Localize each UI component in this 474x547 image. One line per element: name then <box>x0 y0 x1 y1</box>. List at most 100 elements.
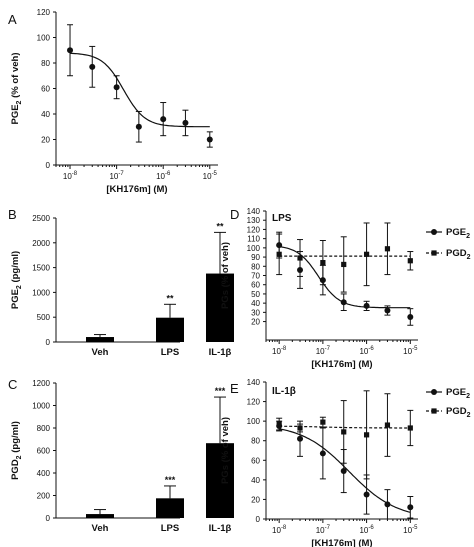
x-axis-label: [KH176m] (M) <box>311 359 372 370</box>
y-axis-label: PGs (% of veh) <box>220 417 231 484</box>
legend-marker <box>431 250 437 256</box>
x-tick-label: 10-5 <box>203 171 218 181</box>
y-tick-label: 1200 <box>32 379 50 388</box>
y-tick-label: 200 <box>37 492 51 501</box>
y-tick-label: 30 <box>251 308 260 317</box>
x-tick-label: 10-6 <box>359 525 374 535</box>
fit-curve <box>69 52 210 128</box>
y-tick-label: 120 <box>247 225 261 234</box>
data-point <box>276 251 282 257</box>
data-point <box>384 246 391 252</box>
data-point <box>319 450 326 457</box>
data-point <box>320 419 326 425</box>
legend-entry: PGD2 <box>426 248 471 261</box>
y-axis-label: PGE2 (pg/ml) <box>10 251 23 309</box>
significance-mark: ** <box>216 221 224 231</box>
x-axis-label: [KH176m] (M) <box>106 184 167 195</box>
data-point <box>340 299 347 306</box>
bar <box>86 514 114 518</box>
legend-entry: PGE2 <box>426 387 470 400</box>
data-point <box>340 468 347 475</box>
panel-label: A <box>8 12 17 27</box>
series-1 <box>276 390 414 480</box>
data-point <box>363 491 370 498</box>
data-point <box>182 119 189 126</box>
legend-label: PGE2 <box>446 227 470 240</box>
y-tick-label: 60 <box>251 456 260 465</box>
x-tick-label: LPS <box>161 347 179 358</box>
data-point <box>384 422 391 428</box>
y-tick-label: 140 <box>247 378 261 387</box>
bar <box>206 443 234 518</box>
data-point <box>297 425 303 431</box>
y-tick-label: 40 <box>251 476 260 485</box>
legend-marker <box>431 408 437 414</box>
data-point <box>384 501 391 508</box>
x-tick-label: Veh <box>92 347 109 358</box>
y-tick-label: 1000 <box>32 288 50 297</box>
x-tick-label: IL-1β <box>209 523 232 534</box>
y-tick-label: 0 <box>46 514 51 523</box>
y-tick-label: 1000 <box>32 402 50 411</box>
data-point <box>407 258 413 264</box>
significance-mark: ** <box>166 293 174 303</box>
panel-e: E 0 20 40 60 80 100 120 140 10-8 10-7 10-6 10-5 [KH17… <box>220 378 471 547</box>
data-point <box>341 429 347 435</box>
y-tick-label: 130 <box>247 216 261 225</box>
data-point <box>89 63 96 70</box>
panel-title: LPS <box>272 213 292 224</box>
bar <box>156 317 184 342</box>
y-tick-label: 80 <box>251 262 260 271</box>
y-tick-label: 2000 <box>32 239 50 248</box>
x-tick-label: 10-6 <box>156 171 171 181</box>
data-point <box>135 123 142 130</box>
data-point <box>297 255 303 261</box>
bar <box>86 337 114 342</box>
y-tick-label: 2500 <box>32 214 50 223</box>
x-tick-label: IL-1β <box>209 347 232 358</box>
y-tick-label: 140 <box>247 207 261 216</box>
panel-label: E <box>230 381 239 396</box>
legend-entry: PGE2 <box>426 227 470 240</box>
y-tick-label: 600 <box>37 447 51 456</box>
y-tick-label: 400 <box>37 469 51 478</box>
y-tick-label: 20 <box>251 318 260 327</box>
y-tick-label: 800 <box>37 424 51 433</box>
y-tick-label: 70 <box>251 272 260 281</box>
y-tick-label: 60 <box>41 85 50 94</box>
panel-label: D <box>230 207 239 222</box>
y-tick-label: 500 <box>37 313 51 322</box>
data-point <box>113 84 120 91</box>
data-point <box>160 116 167 123</box>
x-tick-label: 10-6 <box>359 346 374 356</box>
data-point <box>341 261 347 268</box>
y-tick-label: 100 <box>247 417 261 426</box>
data-point <box>363 251 370 257</box>
y-axis-label: PGs (% of veh) <box>220 242 231 309</box>
significance-mark: *** <box>215 386 226 396</box>
x-tick-label: 10-8 <box>63 171 78 181</box>
y-tick-label: 100 <box>37 34 51 43</box>
y-tick-label: 1500 <box>32 264 50 273</box>
y-axis-label: PGE2 (% of veh) <box>10 53 23 125</box>
y-tick-label: 40 <box>41 110 50 119</box>
data-point <box>276 421 282 427</box>
x-tick-label: 10-8 <box>272 346 287 356</box>
x-tick-label: Veh <box>92 523 109 534</box>
data-point <box>320 260 326 266</box>
bar <box>206 273 234 342</box>
data-point <box>407 425 413 431</box>
data-point <box>407 313 414 320</box>
panel-label: B <box>8 207 17 222</box>
y-tick-label: 60 <box>251 281 260 290</box>
legend-label: PGD2 <box>446 406 471 419</box>
series-0 <box>276 420 414 520</box>
significance-mark: *** <box>165 475 176 485</box>
panel-c: C 0 200 400 600 800 1000 1200 PGD2 (pg/ml) Veh LPS… <box>8 377 234 534</box>
data-point <box>67 47 74 54</box>
y-tick-label: 90 <box>251 253 260 262</box>
data-point <box>363 432 370 438</box>
data-point <box>384 307 391 314</box>
y-tick-label: 20 <box>41 136 50 145</box>
